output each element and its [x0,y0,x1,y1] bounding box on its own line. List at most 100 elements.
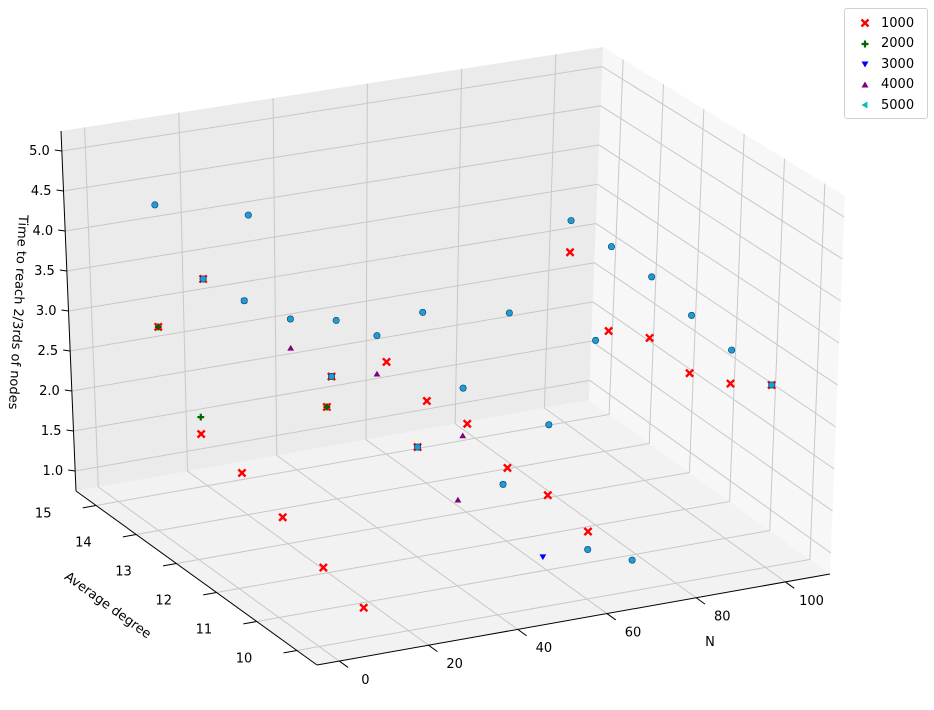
z-tick-mark [61,309,69,312]
marker-x [382,357,391,367]
legend-label: 4000 [881,77,915,93]
data-point [422,396,432,406]
x-tick-mark [606,613,617,621]
grid-line-z [66,183,840,344]
data-point-dot [567,217,575,225]
grid-line-z [61,66,845,218]
grid-line-y [176,109,705,564]
data-point [583,527,593,536]
z-tick-label: 1.0 [42,464,63,479]
y-tick-label: 10 [236,651,253,666]
data-point [502,463,512,473]
data-point [645,333,655,343]
data-point [199,275,207,283]
data-point [728,346,736,354]
data-point [768,381,776,389]
marker-triangle-up [459,432,467,439]
data-point-dot [373,332,381,340]
axis-panes [61,47,845,665]
data-point [688,311,696,319]
y-axis-line [75,490,318,666]
y-tick-label: 14 [75,535,92,550]
marker-x [860,18,870,28]
floor-pane [76,400,830,665]
marker-plus [197,413,205,421]
data-point [237,468,247,478]
grid-line-y [216,133,745,593]
data-point [539,554,547,561]
data-point-dot [648,273,656,281]
data-point [196,429,206,439]
x-tick-label: 80 [714,610,731,625]
data-point-dot [332,316,340,324]
data-point [151,201,159,209]
z-tick-mark [66,429,74,432]
tick-labels: 0 20 40 60 80 100 10 11 12 13 14 15 1.0 1.5 2.0 2.5 3.0 3… [29,144,824,688]
x-tick-mark [339,660,349,668]
series-5000 [151,201,776,564]
data-point-dot [240,297,248,305]
data-point [592,336,600,344]
z-tick-label: 4.5 [31,184,52,199]
z-tick-label: 2.5 [37,344,58,359]
data-point-dot [499,480,507,488]
x-tick-label: 40 [536,641,553,656]
data-point [240,297,248,305]
legend-label: 2000 [881,36,915,52]
z-tick-mark [63,349,71,352]
data-point-dot [628,556,636,564]
legend-marker-triangle-left-icon [861,101,868,109]
marker-x [502,463,512,473]
data-point [499,480,507,488]
grid-line-x [272,98,519,630]
grid-line-z [65,144,842,302]
data-point [565,247,575,257]
data-point [567,217,575,225]
data-point [414,443,422,451]
z-tick-mark [68,469,76,472]
legend-item-1000: 1000 [851,13,921,34]
z-tick-label: 5.0 [29,144,50,159]
data-point [373,370,381,377]
legend-item-3000: 3000 [851,54,921,75]
z-tick-mark [59,269,67,272]
marker-x [237,468,247,478]
x-tick-mark [517,628,527,637]
grid-line-x [84,127,340,662]
marker-plus [154,323,162,331]
y-tick-label: 15 [35,506,52,521]
legend-item-2000: 2000 [851,34,921,55]
data-point [286,315,294,323]
data-point [505,309,513,317]
grid-line-y [136,84,664,535]
grid-line-y [296,183,826,651]
x-tick-mark [695,597,706,605]
marker-triangle-left [861,101,868,109]
grid-line-z [63,105,843,260]
x-tick-label: 60 [625,625,642,640]
x-tick-label: 20 [446,657,463,672]
data-point-dot [327,373,335,381]
z-tick-label: 3.5 [34,264,55,279]
data-point [607,243,615,251]
y-tick-label: 11 [196,622,213,637]
grid-line-y [95,59,624,506]
data-point-dot [592,336,600,344]
data-point [726,379,735,389]
grid-lines [61,54,845,662]
y-tick-mark [122,534,137,538]
marker-triangle-down [539,554,547,561]
data-point-dot [545,421,553,429]
x-axis-label: N [705,635,715,650]
data-point [685,368,695,378]
back-pane [61,47,603,491]
marker-triangle-up [287,344,295,351]
legend-item-5000: 5000 [851,95,921,116]
data-point [278,512,288,522]
y-axis-label: Average degree [61,569,153,642]
data-point [318,563,328,572]
data-point-dot [459,384,467,392]
data-point [244,211,252,219]
y-tick-mark [162,563,177,567]
z-tick-label: 3.0 [36,304,57,319]
